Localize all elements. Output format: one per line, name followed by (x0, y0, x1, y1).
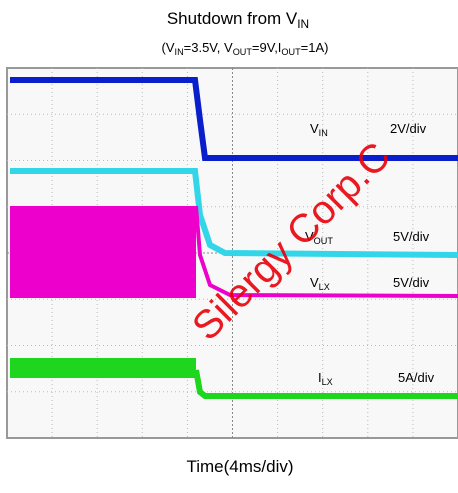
subtitle-sub: OUT (281, 47, 301, 57)
channel-name: V (310, 121, 319, 136)
subtitle-part: =9V,I (252, 40, 282, 55)
channel-scale: 5A/div (398, 370, 435, 385)
channel-sub: LX (322, 377, 333, 387)
vlx-band (10, 206, 196, 298)
channel-sub: LX (319, 282, 330, 292)
title-text: Shutdown from V (167, 9, 298, 28)
channel-name: V (310, 275, 319, 290)
time-scale: Time(4ms/div) (186, 457, 293, 476)
channel-scale: 2V/div (390, 121, 427, 136)
subtitle-part: =3.5V, V (184, 40, 233, 55)
page: Shutdown from VIN (VIN=3.5V, VOUT=9V,IOU… (0, 0, 458, 493)
subtitle: (VIN=3.5V, VOUT=9V,IOUT=1A) (162, 40, 329, 57)
channel-scale: 5V/div (393, 229, 430, 244)
ilx-band (10, 358, 196, 378)
subtitle-part: =1A) (301, 40, 329, 55)
title-sub: IN (297, 17, 309, 31)
subtitle-part: (V (162, 40, 175, 55)
title: Shutdown from VIN (167, 9, 309, 31)
subtitle-sub: IN (175, 47, 184, 57)
channel-sub: IN (319, 128, 328, 138)
channel-scale: 5V/div (393, 275, 430, 290)
subtitle-sub: OUT (233, 47, 253, 57)
